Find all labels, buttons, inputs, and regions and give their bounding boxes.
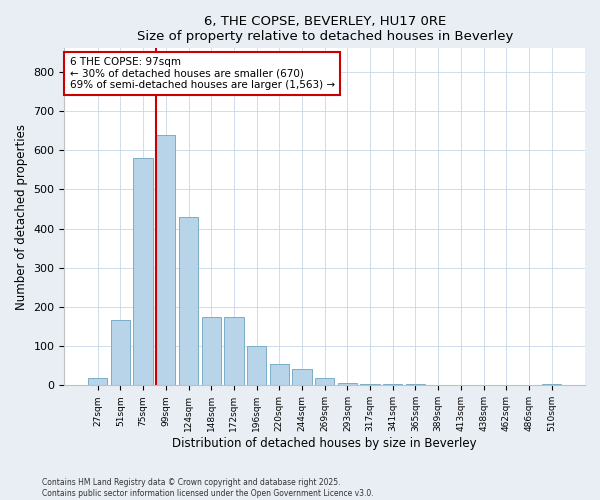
Bar (111, 320, 130, 386)
Bar (383, 384, 403, 386)
Bar (224, 317, 244, 386)
Title: 6, THE COPSE, BEVERLEY, HU17 0RE
Size of property relative to detached houses in: 6, THE COPSE, BEVERLEY, HU17 0RE Size of… (137, 15, 513, 43)
Bar (247, 346, 266, 386)
Text: Contains HM Land Registry data © Crown copyright and database right 2025.
Contai: Contains HM Land Registry data © Crown c… (42, 478, 374, 498)
Bar (292, 369, 311, 386)
Bar (361, 384, 380, 386)
Bar (315, 378, 334, 386)
Text: 6 THE COPSE: 97sqm
← 30% of detached houses are smaller (670)
69% of semi-detach: 6 THE COPSE: 97sqm ← 30% of detached hou… (70, 57, 335, 90)
Bar (179, 217, 198, 386)
Bar (88, 378, 107, 386)
Bar (202, 317, 221, 386)
Bar (338, 384, 357, 386)
Bar (542, 384, 562, 386)
X-axis label: Distribution of detached houses by size in Beverley: Distribution of detached houses by size … (172, 437, 477, 450)
Bar (406, 384, 425, 386)
Bar (133, 158, 153, 386)
Bar (269, 364, 289, 386)
Bar (156, 136, 175, 386)
Y-axis label: Number of detached properties: Number of detached properties (15, 124, 28, 310)
